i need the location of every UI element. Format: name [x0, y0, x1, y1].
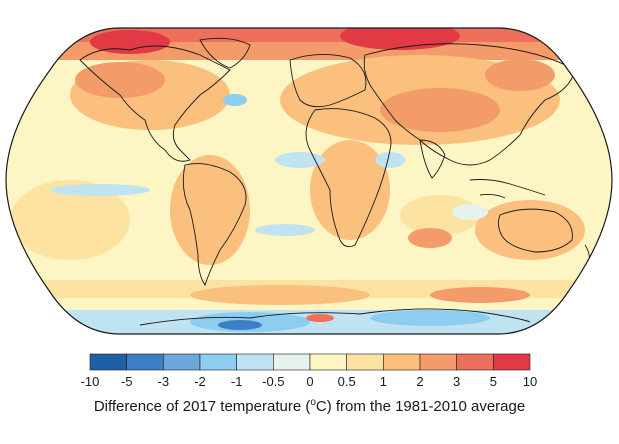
legend-tick-label: 2: [416, 374, 423, 389]
antarctica-very-cold: [218, 320, 262, 330]
pacific-warm: [10, 180, 130, 260]
legend-swatch: [273, 353, 311, 371]
greenland-very-hot: [90, 30, 170, 54]
northeast-asia-strong: [485, 59, 555, 91]
australia-outline: [497, 208, 573, 253]
legend-swatch: [309, 353, 347, 371]
legend-tick-label: 1: [380, 374, 387, 389]
coastlines: [79, 37, 590, 326]
legend-swatch: [199, 353, 237, 371]
legend-swatch: [126, 353, 164, 371]
caption-after: C) from the 1981-2010 average: [315, 398, 526, 415]
africa-outline: [305, 108, 392, 248]
indian-ocean-warm: [400, 195, 480, 235]
southern-ocean-strong: [190, 285, 370, 305]
legend-tick-label: -1: [231, 374, 243, 389]
legend-tick-label: -3: [158, 374, 170, 389]
indian-ocean-strong: [408, 228, 452, 248]
legend-tick-label: 5: [490, 374, 497, 389]
legend-tick-label: -5: [121, 374, 133, 389]
legend-swatch: [163, 353, 201, 371]
legend-swatch: [383, 353, 421, 371]
australia-warm: [475, 200, 585, 260]
caption-before: Difference of 2017 temperature (: [93, 398, 311, 415]
temperature-anomaly-map: [5, 27, 613, 335]
arabian-cool: [375, 152, 405, 168]
legend-colorbar: -10 -5 -3 -2 -1 -0.5 0 0.5 1 2 3 5 10: [81, 353, 537, 389]
antarctica-cold-east: [370, 310, 490, 326]
legend-tick-label: -10: [81, 374, 100, 389]
caption-degree-sup: o: [310, 397, 316, 408]
india-outline: [419, 139, 446, 179]
world-map-svg: [5, 27, 613, 335]
north-atlantic-cool: [223, 94, 247, 106]
legend-swatch: [236, 353, 274, 371]
africa-warm: [310, 140, 390, 240]
north-america-strong: [75, 62, 165, 98]
siberia-very-hot: [340, 28, 460, 50]
legend-tick-label: 10: [523, 374, 537, 389]
south-america-outline: [182, 163, 247, 286]
globe-outline: [5, 27, 613, 335]
antarctica-outline: [139, 308, 531, 326]
europe-outline: [289, 54, 367, 108]
north-america-outline: [79, 45, 231, 162]
legend-swatch: [89, 353, 127, 371]
asia-outline: [363, 43, 576, 166]
tasman-cool: [452, 204, 488, 220]
central-asia-strong: [380, 88, 500, 132]
anomaly-field: [6, 28, 612, 334]
legend-tick-label: 0: [306, 374, 313, 389]
antarctica-cool: [6, 310, 612, 334]
southern-ocean-east: [430, 287, 530, 303]
legend-tick-label: 0.5: [338, 374, 356, 389]
south-america-warm: [170, 155, 250, 265]
legend-tick-label: 3: [453, 374, 460, 389]
antarctica-warm-spot: [306, 314, 334, 322]
east-pacific-cool: [50, 184, 150, 196]
color-legend: -10 -5 -3 -2 -1 -0.5 0 0.5 1 2 3 5 10: [0, 348, 619, 444]
map-caption: Difference of 2017 temperature (oC) from…: [0, 397, 619, 415]
indonesia-outline: [469, 179, 546, 199]
legend-tick-label: -2: [194, 374, 206, 389]
greenland-outline: [199, 37, 251, 69]
legend-swatch: [346, 353, 384, 371]
legend-swatch: [493, 353, 531, 371]
legend-tick-label: -0.5: [262, 374, 284, 389]
legend-swatch: [456, 353, 494, 371]
south-atlantic-cool: [255, 224, 315, 236]
legend-swatch: [419, 353, 457, 371]
